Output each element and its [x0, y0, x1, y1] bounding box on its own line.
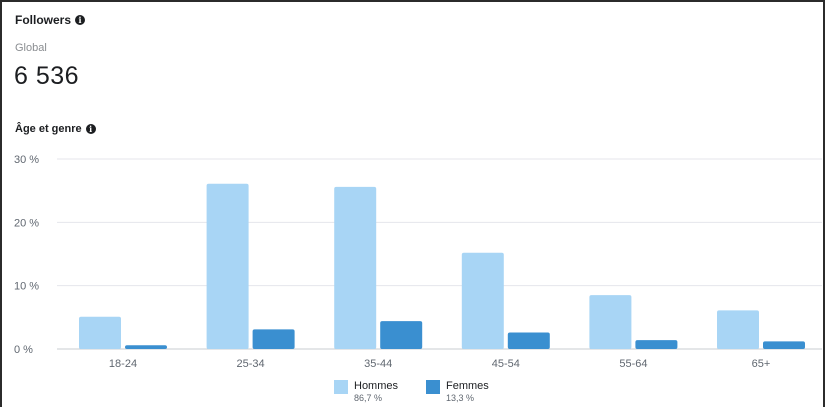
x-tick-label: 25-34 [237, 358, 265, 370]
legend-name-femmes: Femmes [446, 380, 489, 392]
y-tick-label: 20 % [14, 217, 39, 229]
legend-share-hommes: 86,7 % [354, 393, 383, 403]
bar-hommes-65+[interactable] [717, 310, 759, 349]
bar-femmes-35-44[interactable] [380, 321, 423, 349]
x-tick-label: 55-64 [619, 358, 647, 370]
y-tick-label: 30 % [14, 154, 39, 166]
chart-legend: Hommes 86,7 % Femmes 13,3 % [334, 379, 489, 404]
bar-hommes-55-64[interactable] [589, 295, 632, 349]
bar-hommes-45-54[interactable] [461, 252, 504, 349]
legend-swatch-hommes [334, 380, 348, 394]
age-gender-bar-chart: 0 % 10 % 20 % 30 % 18-24 25-34 35-44 45-54 55-64… [14, 154, 822, 370]
age-gender-title: Âge et genre [15, 123, 82, 135]
age-gender-title-row: Âge et genre i [15, 123, 96, 135]
bar-hommes-18-24[interactable] [79, 316, 121, 349]
bar-hommes-25-34[interactable] [206, 183, 249, 349]
card-title-row: Followers i [15, 13, 86, 27]
legend-name-hommes: Hommes [354, 380, 399, 392]
bar-femmes-45-54[interactable] [507, 332, 550, 349]
legend-item-hommes[interactable]: Hommes 86,7 % [334, 379, 398, 404]
bar-femmes-18-24[interactable] [125, 345, 167, 349]
legend-share-femmes: 13,3 % [446, 393, 475, 403]
x-tick-label: 35-44 [364, 358, 392, 370]
card-title: Followers [15, 13, 72, 27]
info-icon[interactable]: i [75, 15, 86, 25]
x-tick-label: 18-24 [109, 358, 137, 370]
total-followers: 6 536 [14, 62, 80, 90]
bar-femmes-65+[interactable] [763, 341, 805, 349]
x-tick-label: 65+ [752, 358, 771, 370]
scope-label: Global [15, 42, 47, 54]
legend-swatch-femmes [426, 380, 441, 394]
y-tick-label: 10 % [14, 281, 39, 293]
info-icon[interactable]: i [85, 124, 96, 134]
x-tick-label: 45-54 [492, 358, 520, 370]
y-tick-label: 0 % [14, 344, 33, 356]
bar-hommes-35-44[interactable] [334, 186, 377, 349]
legend-item-femmes[interactable]: Femmes 13,3 % [426, 379, 489, 404]
bar-femmes-25-34[interactable] [252, 329, 295, 349]
bar-femmes-55-64[interactable] [635, 340, 678, 349]
